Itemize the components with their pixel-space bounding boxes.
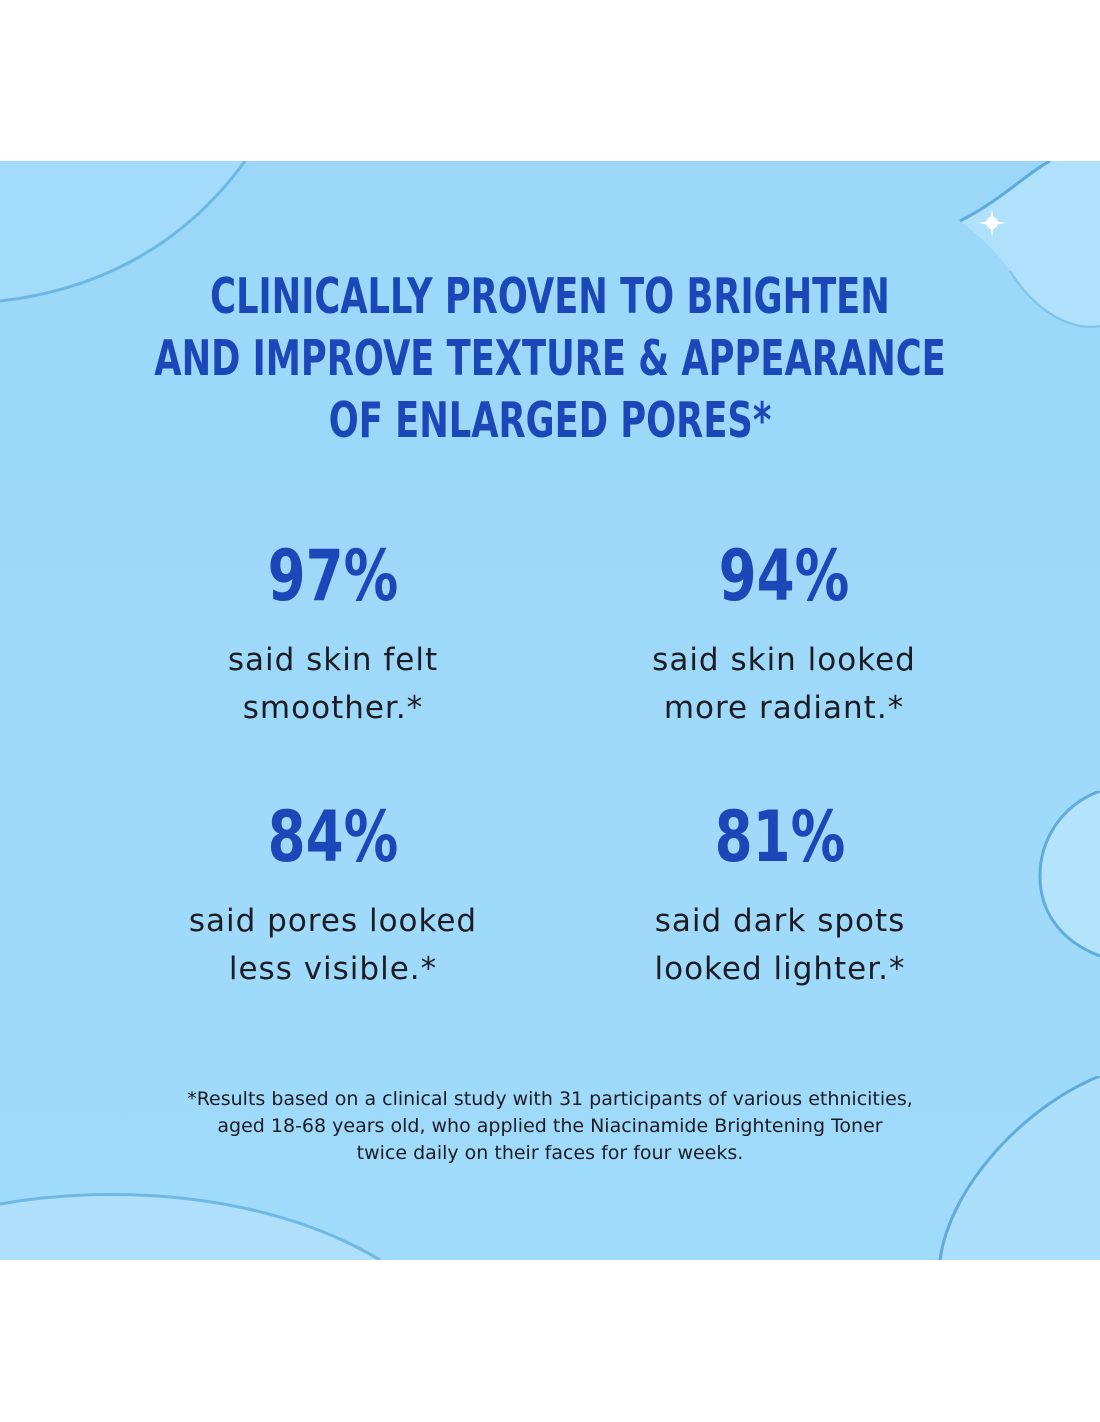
stat-description-line-2: less visible.* xyxy=(228,951,438,987)
water-drop-bottom-right xyxy=(938,1076,1100,1260)
stat-description-line-2: looked lighter.* xyxy=(654,951,906,987)
stat-percent: 94% xyxy=(718,535,850,617)
water-drop-bottom-left xyxy=(0,1193,381,1260)
water-drop-top-left xyxy=(0,161,247,303)
stat-description-line-1: said skin felt xyxy=(227,642,439,678)
stat-pores: 84% said pores looked less visible.* xyxy=(113,797,553,993)
stat-radiant: 94% said skin looked more radiant.* xyxy=(564,536,1004,732)
stat-smoother: 97% said skin felt smoother.* xyxy=(113,536,553,732)
water-drop-top-right xyxy=(959,161,1100,328)
headline-line-3: OF ENLARGED PORES* xyxy=(328,392,772,449)
stat-description-line-2: more radiant.* xyxy=(663,690,905,726)
stat-description: said pores looked less visible.* xyxy=(113,897,553,993)
footnote-line-2: aged 18-68 years old, who applied the Ni… xyxy=(217,1115,883,1137)
stat-description-line-1: said dark spots xyxy=(654,903,906,939)
headline-line-2: AND IMPROVE TEXTURE & APPEARANCE xyxy=(154,330,946,387)
stat-description-line-1: said pores looked xyxy=(188,903,478,939)
footnote-line-1: *Results based on a clinical study with … xyxy=(187,1088,913,1110)
stat-description-line-2: smoother.* xyxy=(242,690,424,726)
footnote: *Results based on a clinical study with … xyxy=(150,1086,950,1167)
stat-percent: 84% xyxy=(267,796,399,878)
footnote-line-3: twice daily on their faces for four week… xyxy=(356,1142,744,1164)
headline-line-1: CLINICALLY PROVEN TO BRIGHTEN xyxy=(210,268,890,325)
stat-dark-spots: 81% said dark spots looked lighter.* xyxy=(560,797,1000,993)
stat-percent: 81% xyxy=(714,796,846,878)
info-panel: CLINICALLY PROVEN TO BRIGHTEN AND IMPROV… xyxy=(0,161,1100,1260)
water-drop-right xyxy=(1038,791,1100,958)
stat-description-line-1: said skin looked xyxy=(652,642,916,678)
stat-description: said skin felt smoother.* xyxy=(113,636,553,732)
stat-description: said dark spots looked lighter.* xyxy=(560,897,1000,993)
stat-percent: 97% xyxy=(267,535,399,617)
stat-description: said skin looked more radiant.* xyxy=(564,636,1004,732)
